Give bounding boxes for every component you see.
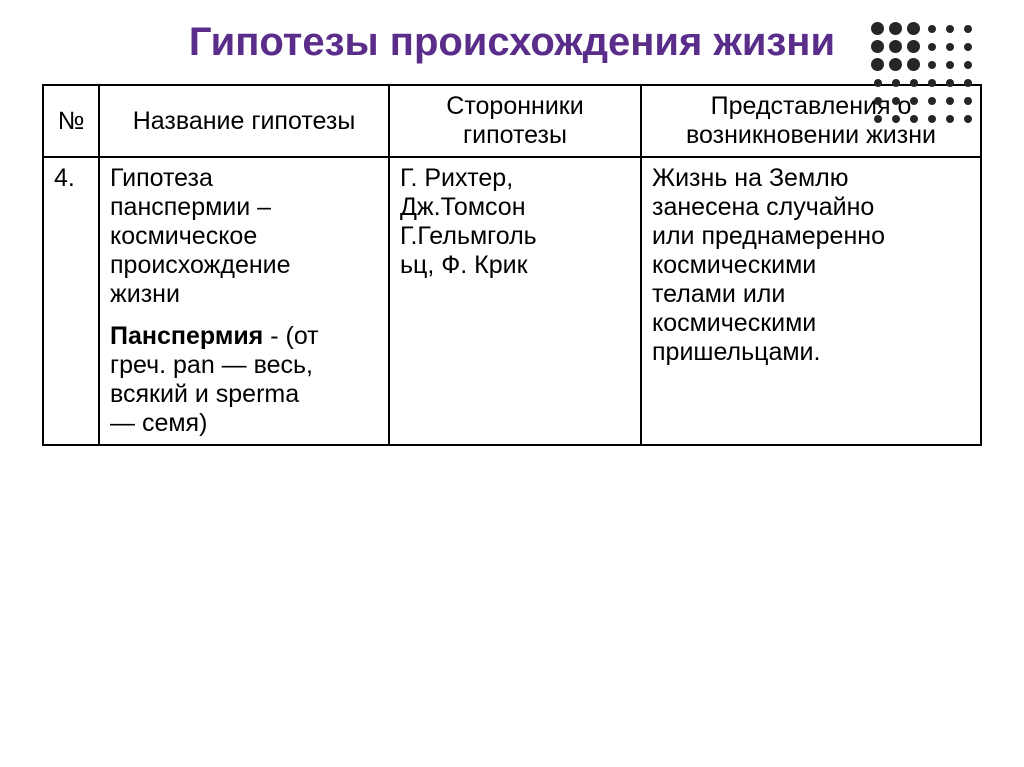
decoration-dot bbox=[964, 97, 972, 105]
decoration-dot bbox=[910, 97, 918, 105]
decoration-dot bbox=[928, 25, 936, 33]
name-line bbox=[110, 309, 378, 322]
decoration-dot bbox=[874, 115, 882, 123]
decoration-dot bbox=[907, 22, 920, 35]
table-row: 4. Гипотезапанспермии –космическоепроисх… bbox=[43, 157, 981, 445]
decoration-dot bbox=[871, 40, 884, 53]
decoration-dot bbox=[946, 61, 954, 69]
decoration-dot bbox=[928, 115, 936, 123]
decoration-dot bbox=[964, 79, 972, 87]
name-line: греч. pan — весь, bbox=[110, 351, 378, 380]
representation-line: космическими bbox=[652, 251, 970, 280]
supporter-line: Г. Рихтер, bbox=[400, 164, 630, 193]
decoration-dot bbox=[907, 40, 920, 53]
decoration-dot bbox=[928, 79, 936, 87]
representation-line: телами или bbox=[652, 280, 970, 309]
decoration-dot bbox=[910, 79, 918, 87]
decoration-dot bbox=[928, 97, 936, 105]
name-line: панспермии – bbox=[110, 193, 378, 222]
decoration-dot bbox=[874, 79, 882, 87]
decoration-dot bbox=[964, 25, 972, 33]
decoration-dot bbox=[910, 115, 918, 123]
name-line: Гипотеза bbox=[110, 164, 378, 193]
decoration-dot bbox=[946, 79, 954, 87]
decoration-dot bbox=[964, 61, 972, 69]
representation-line: космическими bbox=[652, 309, 970, 338]
decoration-dot bbox=[928, 43, 936, 51]
decoration-dot bbox=[946, 25, 954, 33]
decoration-dot bbox=[928, 61, 936, 69]
decoration-dot bbox=[889, 40, 902, 53]
name-line: происхождение bbox=[110, 251, 378, 280]
representation-line: пришельцами. bbox=[652, 338, 970, 367]
col-header-number: № bbox=[43, 85, 99, 157]
cell-supporters: Г. Рихтер,Дж.ТомсонГ.Гельмголььц, Ф. Кри… bbox=[389, 157, 641, 445]
decoration-dot bbox=[892, 79, 900, 87]
hypotheses-table: № Название гипотезы Сторонники гипотезы … bbox=[42, 84, 982, 446]
representation-line: Жизнь на Землю bbox=[652, 164, 970, 193]
supporter-line: ьц, Ф. Крик bbox=[400, 251, 630, 280]
decoration-dot bbox=[907, 58, 920, 71]
name-line: — семя) bbox=[110, 409, 378, 438]
name-line: Панспермия - (от bbox=[110, 322, 378, 351]
name-line: жизни bbox=[110, 280, 378, 309]
decoration-dot bbox=[889, 58, 902, 71]
name-line: космическое bbox=[110, 222, 378, 251]
col-header-supporters: Сторонники гипотезы bbox=[389, 85, 641, 157]
supporter-line: Дж.Томсон bbox=[400, 193, 630, 222]
decoration-dot bbox=[892, 115, 900, 123]
cell-number: 4. bbox=[43, 157, 99, 445]
cell-hypothesis-name: Гипотезапанспермии –космическоепроисхожд… bbox=[99, 157, 389, 445]
corner-dot-decoration bbox=[871, 22, 974, 125]
decoration-dot bbox=[964, 43, 972, 51]
decoration-dot bbox=[892, 97, 900, 105]
decoration-dot bbox=[946, 97, 954, 105]
decoration-dot bbox=[946, 115, 954, 123]
col-header-name: Название гипотезы bbox=[99, 85, 389, 157]
representation-line: или преднамеренно bbox=[652, 222, 970, 251]
decoration-dot bbox=[964, 115, 972, 123]
decoration-dot bbox=[889, 22, 902, 35]
supporter-line: Г.Гельмголь bbox=[400, 222, 630, 251]
decoration-dot bbox=[874, 97, 882, 105]
table-header-row: № Название гипотезы Сторонники гипотезы … bbox=[43, 85, 981, 157]
representation-line: занесена случайно bbox=[652, 193, 970, 222]
decoration-dot bbox=[871, 58, 884, 71]
cell-representation: Жизнь на Землюзанесена случайноили предн… bbox=[641, 157, 981, 445]
decoration-dot bbox=[871, 22, 884, 35]
name-line: всякий и sperma bbox=[110, 380, 378, 409]
decoration-dot bbox=[946, 43, 954, 51]
